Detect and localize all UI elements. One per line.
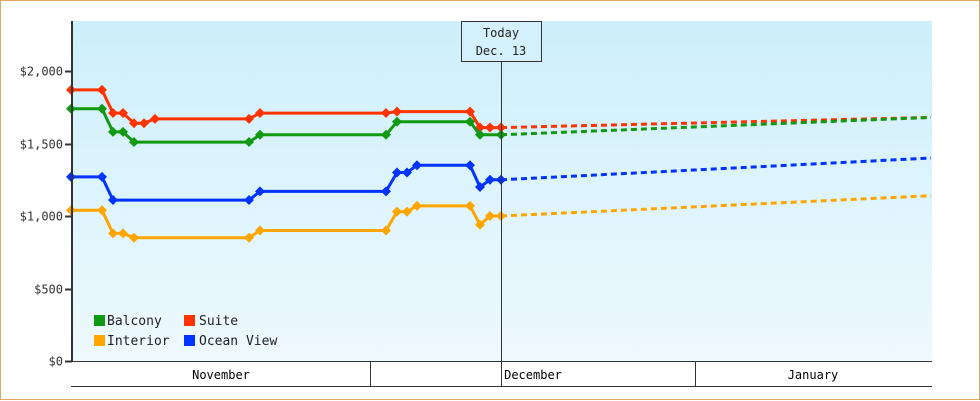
projection-line — [500, 115, 932, 137]
y-tick-label: $1,500 — [20, 138, 63, 152]
interior-swatch-icon — [94, 335, 105, 346]
data-point-marker[interactable] — [244, 232, 254, 243]
series-balcony — [66, 103, 932, 148]
data-point-marker[interactable] — [485, 122, 495, 133]
data-point-marker[interactable] — [118, 108, 128, 119]
data-point-marker[interactable] — [381, 129, 391, 140]
data-point-marker[interactable] — [244, 113, 254, 124]
data-point-marker[interactable] — [255, 186, 265, 197]
data-point-marker[interactable] — [402, 167, 412, 178]
legend-item-interior[interactable]: Interior — [94, 334, 170, 349]
legend: Balcony Suite Interior Ocean View — [94, 314, 277, 349]
data-point-marker[interactable] — [475, 129, 485, 140]
today-marker: Today Dec. 13 — [461, 21, 542, 62]
data-point-marker[interactable] — [244, 195, 254, 206]
ocean-view-swatch-icon — [184, 335, 195, 346]
data-point-marker[interactable] — [392, 116, 402, 127]
series-layer — [66, 84, 932, 243]
data-point-marker[interactable] — [108, 228, 118, 239]
data-point-marker[interactable] — [475, 182, 485, 192]
data-point-marker[interactable] — [475, 219, 485, 230]
legend-item-balcony[interactable]: Balcony — [94, 314, 162, 329]
series-suite — [66, 84, 932, 133]
data-point-marker[interactable] — [129, 137, 139, 148]
projection-line — [500, 156, 932, 182]
data-point-marker[interactable] — [392, 106, 402, 117]
data-point-marker[interactable] — [139, 118, 149, 129]
month-label-january: January — [788, 368, 839, 382]
month-label-december: December — [504, 368, 562, 382]
data-point-marker[interactable] — [381, 186, 391, 197]
data-point-marker[interactable] — [244, 137, 254, 148]
data-point-marker[interactable] — [485, 174, 495, 185]
legend-item-ocean-view[interactable]: Ocean View — [184, 334, 277, 349]
data-point-marker[interactable] — [118, 126, 128, 137]
svg-text:Ocean View: Ocean View — [199, 334, 277, 349]
y-tick-label: $0 — [49, 355, 63, 369]
data-point-marker[interactable] — [97, 205, 107, 216]
data-point-marker[interactable] — [465, 200, 475, 211]
data-point-marker[interactable] — [150, 113, 160, 124]
today-label: Today — [483, 26, 519, 40]
data-point-marker[interactable] — [108, 126, 118, 137]
data-point-marker[interactable] — [381, 225, 391, 236]
suite-swatch-icon — [184, 315, 195, 326]
data-point-marker[interactable] — [255, 129, 265, 140]
data-point-marker[interactable] — [402, 206, 412, 217]
y-tick-label: $1,000 — [20, 210, 63, 224]
month-label-november: November — [192, 368, 250, 382]
data-point-marker[interactable] — [412, 200, 422, 211]
data-point-marker[interactable] — [97, 171, 107, 182]
data-point-marker[interactable] — [381, 108, 391, 119]
y-tick-label: $500 — [34, 283, 63, 297]
data-point-marker[interactable] — [465, 106, 475, 117]
today-date: Dec. 13 — [476, 44, 527, 58]
data-point-marker[interactable] — [255, 225, 265, 236]
y-axis: $0 $500 $1,000 $1,500 $2,000 — [20, 65, 72, 369]
balcony-swatch-icon — [94, 315, 105, 326]
projection-line — [500, 115, 932, 130]
data-point-marker[interactable] — [392, 206, 402, 217]
x-axis: November December January — [71, 361, 932, 387]
data-point-marker[interactable] — [412, 160, 422, 171]
projection-line — [500, 194, 932, 218]
data-point-marker[interactable] — [129, 232, 139, 243]
series-interior — [66, 194, 932, 243]
svg-text:Suite: Suite — [199, 314, 238, 329]
data-point-marker[interactable] — [97, 84, 107, 95]
y-tick-label: $2,000 — [20, 65, 63, 79]
svg-text:Interior: Interior — [107, 334, 170, 349]
data-point-marker[interactable] — [465, 160, 475, 171]
data-point-marker[interactable] — [108, 195, 118, 206]
data-point-marker[interactable] — [108, 108, 118, 119]
data-point-marker[interactable] — [118, 228, 128, 239]
data-point-marker[interactable] — [465, 116, 475, 127]
svg-text:Balcony: Balcony — [107, 314, 162, 329]
legend-item-suite[interactable]: Suite — [184, 314, 238, 329]
data-point-marker[interactable] — [97, 103, 107, 114]
data-point-marker[interactable] — [129, 118, 139, 129]
data-point-marker[interactable] — [392, 167, 402, 178]
data-point-marker[interactable] — [255, 108, 265, 119]
data-point-marker[interactable] — [485, 211, 495, 221]
